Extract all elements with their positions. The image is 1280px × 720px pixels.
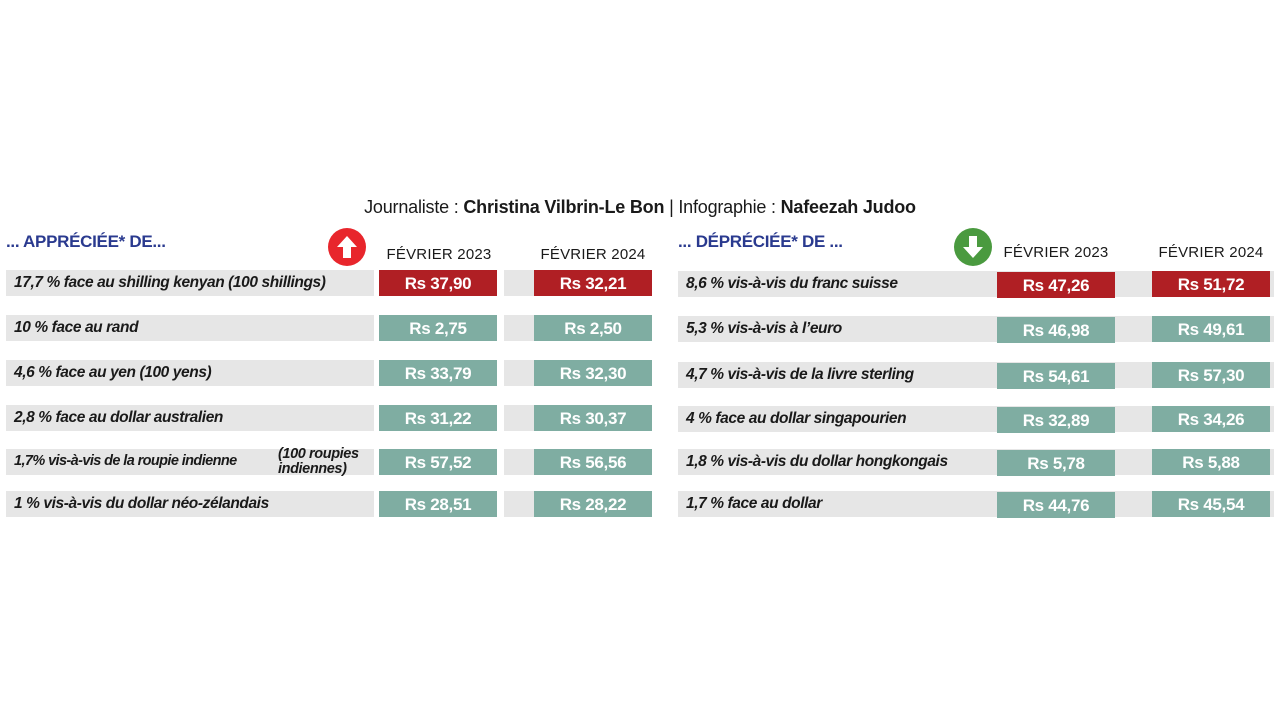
table-row: 4,6 % face au yen (100 yens)	[6, 360, 374, 386]
value-2023: Rs 28,51	[379, 491, 497, 517]
infographics-label: Infographie :	[678, 197, 781, 217]
value-2024: Rs 51,72	[1152, 271, 1270, 297]
value-2023: Rs 54,61	[997, 363, 1115, 389]
row-label: 1,8 % vis-à-vis du dollar hongkongais	[686, 453, 948, 470]
table-row: 1,7% vis-à-vis de la roupie indienne	[6, 449, 374, 475]
value-2023: Rs 37,90	[379, 270, 497, 296]
row-gap	[504, 491, 536, 517]
value-2024: Rs 57,30	[1152, 362, 1270, 388]
row-gap	[504, 315, 536, 341]
credits-line: Journaliste : Christina Vilbrin-Le Bon |…	[0, 197, 1280, 218]
value-2023: Rs 5,78	[997, 450, 1115, 476]
value-2024: Rs 32,30	[534, 360, 652, 386]
appreciated-title: ... APPRÉCIÉE* DE...	[6, 232, 166, 251]
depreciated-title: ... DÉPRÉCIÉE* DE ...	[678, 232, 843, 251]
infographics-name: Nafeezah Judoo	[780, 197, 916, 217]
value-2023: Rs 46,98	[997, 317, 1115, 343]
value-2023: Rs 32,89	[997, 407, 1115, 433]
row-label: 4,7 % vis-à-vis de la livre sterling	[686, 366, 914, 383]
arrow-down-icon	[954, 228, 992, 266]
row-label: 10 % face au rand	[14, 319, 139, 336]
table-row: 17,7 % face au shilling kenyan (100 shil…	[6, 270, 374, 296]
value-2024: Rs 30,37	[534, 405, 652, 431]
table-row: 1 % vis-à-vis du dollar néo-zélandais	[6, 491, 374, 517]
value-2023: Rs 2,75	[379, 315, 497, 341]
table-row: 10 % face au rand	[6, 315, 374, 341]
row-note: (100 roupies indiennes)	[278, 446, 359, 477]
journalist-name: Christina Vilbrin-Le Bon	[463, 197, 665, 217]
depreciated-col-2024: FÉVRIER 2024	[1158, 244, 1264, 261]
row-label: 4 % face au dollar singapourien	[686, 410, 907, 427]
depreciated-col-2023: FÉVRIER 2023	[1003, 244, 1109, 261]
appreciated-col-2023: FÉVRIER 2023	[386, 246, 492, 263]
row-label: 1 % vis-à-vis du dollar néo-zélandais	[14, 495, 269, 512]
row-gap	[504, 360, 536, 386]
row-label: 4,6 % face au yen (100 yens)	[14, 364, 212, 381]
appreciated-col-2024: FÉVRIER 2024	[540, 246, 646, 263]
row-label: 2,8 % face au dollar australien	[14, 409, 223, 426]
row-label: 17,7 % face au shilling kenyan (100 shil…	[14, 274, 326, 291]
row-gap	[504, 405, 536, 431]
row-label: 8,6 % vis-à-vis du franc suisse	[686, 275, 898, 292]
value-2024: Rs 45,54	[1152, 491, 1270, 517]
value-2024: Rs 34,26	[1152, 406, 1270, 432]
value-2023: Rs 57,52	[379, 449, 497, 475]
value-2023: Rs 44,76	[997, 492, 1115, 518]
credits-separator: |	[664, 197, 679, 217]
value-2024: Rs 49,61	[1152, 316, 1270, 342]
arrow-up-icon	[328, 228, 366, 266]
row-gap	[504, 449, 536, 475]
table-row: 2,8 % face au dollar australien	[6, 405, 374, 431]
value-2024: Rs 28,22	[534, 491, 652, 517]
row-label: 5,3 % vis-à-vis à l’euro	[686, 320, 842, 337]
row-gap	[504, 270, 536, 296]
row-label: 1,7 % face au dollar	[686, 495, 822, 512]
value-2023: Rs 33,79	[379, 360, 497, 386]
appreciated-panel: ... APPRÉCIÉE* DE... FÉVRIER 2023 FÉVRIE…	[6, 228, 656, 528]
depreciated-panel: ... DÉPRÉCIÉE* DE ... FÉVRIER 2023 FÉVRI…	[678, 228, 1274, 528]
value-2024: Rs 56,56	[534, 449, 652, 475]
value-2024: Rs 2,50	[534, 315, 652, 341]
value-2024: Rs 5,88	[1152, 449, 1270, 475]
row-label: 1,7% vis-à-vis de la roupie indienne	[14, 453, 237, 469]
value-2023: Rs 47,26	[997, 272, 1115, 298]
journalist-label: Journaliste :	[364, 197, 464, 217]
value-2024: Rs 32,21	[534, 270, 652, 296]
value-2023: Rs 31,22	[379, 405, 497, 431]
